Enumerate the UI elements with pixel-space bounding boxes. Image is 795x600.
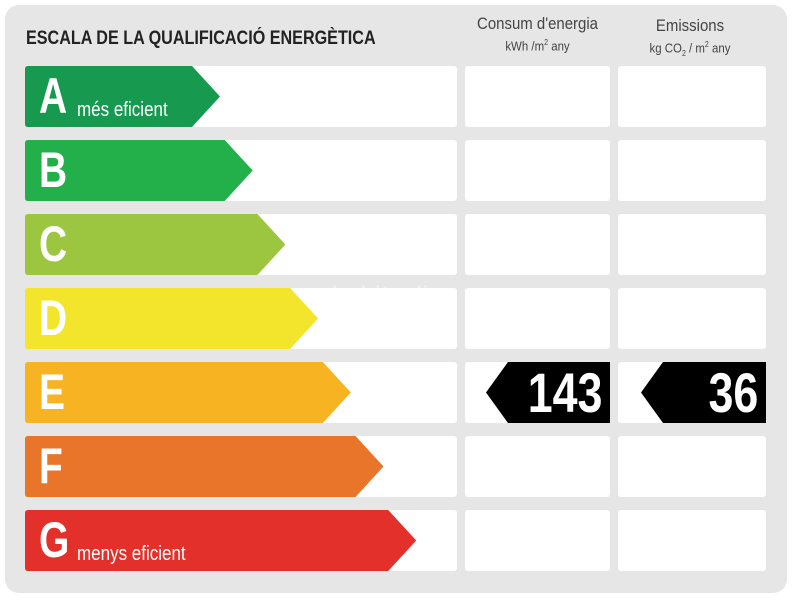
consumption-cell	[465, 436, 610, 497]
arrow-shape	[25, 288, 319, 349]
class-arrow-d: D	[25, 288, 319, 349]
emissions-cell	[618, 66, 766, 127]
class-arrow-f: F	[25, 436, 384, 497]
emissions-cell	[618, 288, 766, 349]
class-desc: menys eficient	[77, 543, 186, 565]
watermark: habitaclia	[332, 282, 444, 309]
class-letter: D	[39, 290, 68, 346]
arrow-shape	[25, 436, 384, 497]
class-letter: G	[39, 512, 70, 568]
consumption-cell	[465, 140, 610, 201]
class-arrow-c: C	[25, 214, 286, 275]
consumption-cell	[465, 66, 610, 127]
emissions-cell	[618, 436, 766, 497]
emissions-cell	[618, 510, 766, 571]
class-letter: A	[39, 68, 68, 124]
consumption-unit: kWh /m2 any	[505, 38, 570, 54]
consumption-title: Consum d'energia	[477, 14, 598, 33]
emissions-unit: kg CO2 / m2 any	[649, 40, 731, 58]
arrow-shape	[25, 510, 417, 571]
emissions-cell	[618, 214, 766, 275]
emissions-value: 36	[708, 361, 758, 424]
arrow-shape	[25, 214, 286, 275]
arrow-shape	[25, 362, 351, 423]
consumption-value-badge: 143	[486, 362, 610, 423]
emissions-header: Emissions kg CO2 / m2 any	[620, 16, 761, 58]
class-arrow-b: B	[25, 140, 253, 201]
class-letter: E	[39, 364, 66, 420]
arrow-shape	[25, 140, 253, 201]
consumption-cell	[465, 288, 610, 349]
label-title: ESCALA DE LA QUALIFICACIÓ ENERGÈTICA	[26, 28, 376, 49]
emissions-cell	[618, 140, 766, 201]
arrow-shape	[25, 66, 220, 127]
class-letter: B	[39, 142, 68, 198]
consumption-value: 143	[527, 361, 602, 424]
emissions-value-badge: 36	[641, 362, 766, 423]
class-letter: F	[39, 438, 63, 494]
consumption-cell	[465, 510, 610, 571]
consumption-cell	[465, 214, 610, 275]
consumption-header: Consum d'energia kWh /m2 any	[465, 14, 610, 53]
class-letter: C	[39, 216, 68, 272]
class-arrow-e: E	[25, 362, 351, 423]
class-desc: més eficient	[77, 99, 168, 121]
emissions-title: Emissions	[655, 16, 725, 35]
